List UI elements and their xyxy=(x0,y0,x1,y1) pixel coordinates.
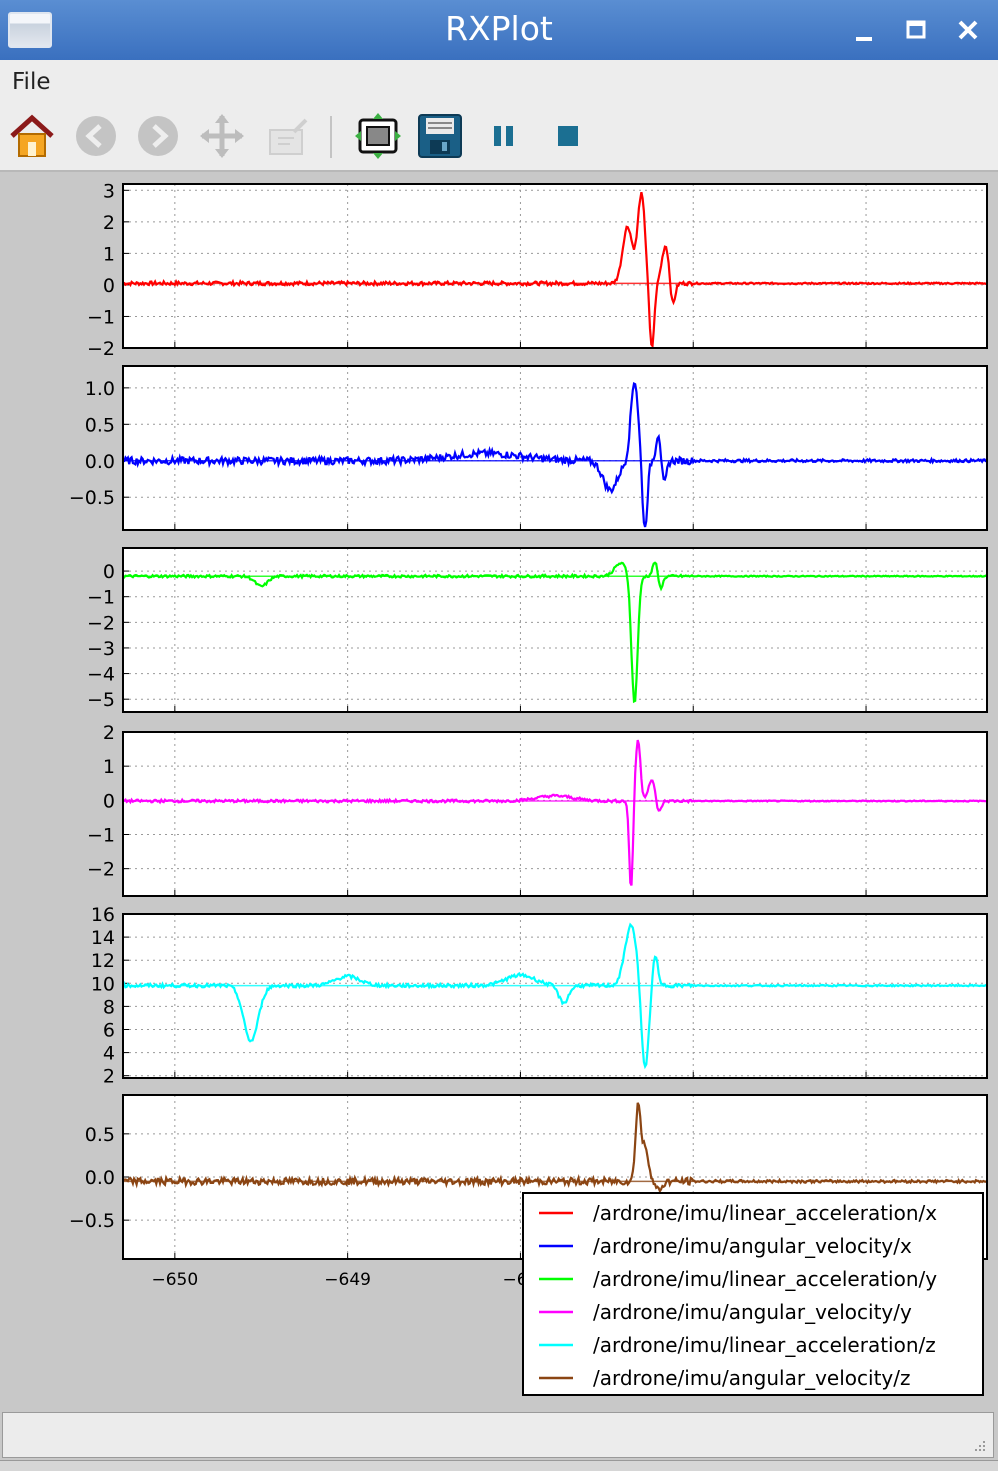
subplot-frame xyxy=(122,365,988,531)
y-tick-label: 0 xyxy=(103,275,115,297)
y-tick-label: 1.0 xyxy=(85,378,115,400)
subplot-frame xyxy=(122,731,988,897)
pause-icon[interactable] xyxy=(480,112,528,160)
legend-box xyxy=(522,1192,984,1396)
subplot-background xyxy=(123,914,987,1078)
subplot-3: 0 −1 −2 −3 −4 −5 xyxy=(87,547,988,713)
forward-icon[interactable] xyxy=(134,112,182,160)
pan-icon[interactable] xyxy=(198,112,246,160)
subplot-background xyxy=(123,548,987,712)
subplot-2: 1.0 0.5 0.0 −0.5 xyxy=(69,365,988,531)
y-tick-label: 6 xyxy=(103,1019,115,1041)
y-tick-label: 1 xyxy=(103,756,115,778)
y-tick-label: 16 xyxy=(91,904,115,926)
y-tick-label: 14 xyxy=(91,927,115,949)
save-icon[interactable] xyxy=(416,112,464,160)
y-tick-label: −2 xyxy=(87,859,115,881)
resize-grip-icon[interactable] xyxy=(971,1437,987,1453)
configure-subplots-icon[interactable] xyxy=(354,112,402,160)
maximize-icon[interactable] xyxy=(896,10,936,50)
window-title: RXPlot xyxy=(445,9,553,48)
y-tick-label: 4 xyxy=(103,1043,115,1065)
y-tick-label: 3 xyxy=(103,180,115,202)
y-tick-label: 0.5 xyxy=(85,1124,115,1146)
y-tick-label: 2 xyxy=(103,722,115,744)
zoom-rect-icon[interactable] xyxy=(264,112,312,160)
menu-bar: File xyxy=(0,60,998,104)
window-bottom-edge xyxy=(0,1460,998,1471)
legend-label: /ardrone/imu/linear_acceleration/y xyxy=(593,1267,937,1291)
toolbar-separator xyxy=(330,116,332,158)
y-tick-label: −2 xyxy=(87,612,115,634)
subplot-background xyxy=(123,184,987,348)
legend-label: /ardrone/imu/linear_acceleration/x xyxy=(593,1201,937,1225)
legend-label: /ardrone/imu/angular_velocity/y xyxy=(593,1300,912,1324)
plot-figure[interactable]: 3210−1−21.00.50.0−0.50−1−2−3−4−5210−1−21… xyxy=(0,172,998,1408)
subplot-1: 3 2 1 0 −1 −2 xyxy=(87,180,988,360)
y-tick-label: −0.5 xyxy=(69,1210,115,1232)
y-tick-label: 0.0 xyxy=(85,1167,115,1189)
subplot-frame xyxy=(122,183,988,349)
minimize-icon[interactable] xyxy=(844,10,884,50)
menu-file[interactable]: File xyxy=(12,69,51,95)
legend-label: /ardrone/imu/linear_acceleration/z xyxy=(593,1333,936,1357)
y-tick-label: 2 xyxy=(103,1066,115,1088)
series-line xyxy=(122,381,988,528)
subplot-frame xyxy=(122,913,988,1079)
y-tick-label: −0.5 xyxy=(69,487,115,509)
y-tick-label: 8 xyxy=(103,996,115,1018)
subplot-background xyxy=(123,732,987,896)
home-icon[interactable] xyxy=(8,112,56,160)
close-icon[interactable] xyxy=(948,10,988,50)
y-tick-label: −1 xyxy=(87,306,115,328)
legend-label: /ardrone/imu/angular_velocity/x xyxy=(593,1234,912,1258)
stop-icon[interactable] xyxy=(544,112,592,160)
x-tick-label: −649 xyxy=(324,1270,371,1290)
toolbar xyxy=(0,104,998,172)
legend-label: /ardrone/imu/angular_velocity/z xyxy=(593,1366,911,1390)
y-tick-label: 12 xyxy=(91,950,115,972)
y-tick-label: 1 xyxy=(103,243,115,265)
app-window-icon xyxy=(8,12,52,48)
x-tick-label: −650 xyxy=(151,1270,198,1290)
y-tick-label: 0 xyxy=(103,561,115,583)
y-tick-label: 0.5 xyxy=(85,414,115,436)
title-bar: RXPlot xyxy=(0,0,998,60)
y-tick-label: −4 xyxy=(87,664,115,686)
y-tick-label: 2 xyxy=(103,212,115,234)
subplot-background xyxy=(123,366,987,530)
y-tick-label: 0.0 xyxy=(85,451,115,473)
y-tick-label: −1 xyxy=(87,587,115,609)
status-bar xyxy=(2,1412,994,1458)
subplot-frame xyxy=(122,547,988,713)
y-tick-label: −5 xyxy=(87,689,115,711)
y-tick-label: 0 xyxy=(103,790,115,812)
subplot-4: 2 1 0 −1 −2 xyxy=(87,722,988,897)
y-tick-label: −1 xyxy=(87,825,115,847)
y-tick-label: −3 xyxy=(87,638,115,660)
y-tick-label: 10 xyxy=(91,973,115,995)
legend: /ardrone/imu/linear_acceleration/x/ardro… xyxy=(522,1192,984,1396)
y-tick-label: −2 xyxy=(87,338,115,360)
back-icon[interactable] xyxy=(72,112,120,160)
